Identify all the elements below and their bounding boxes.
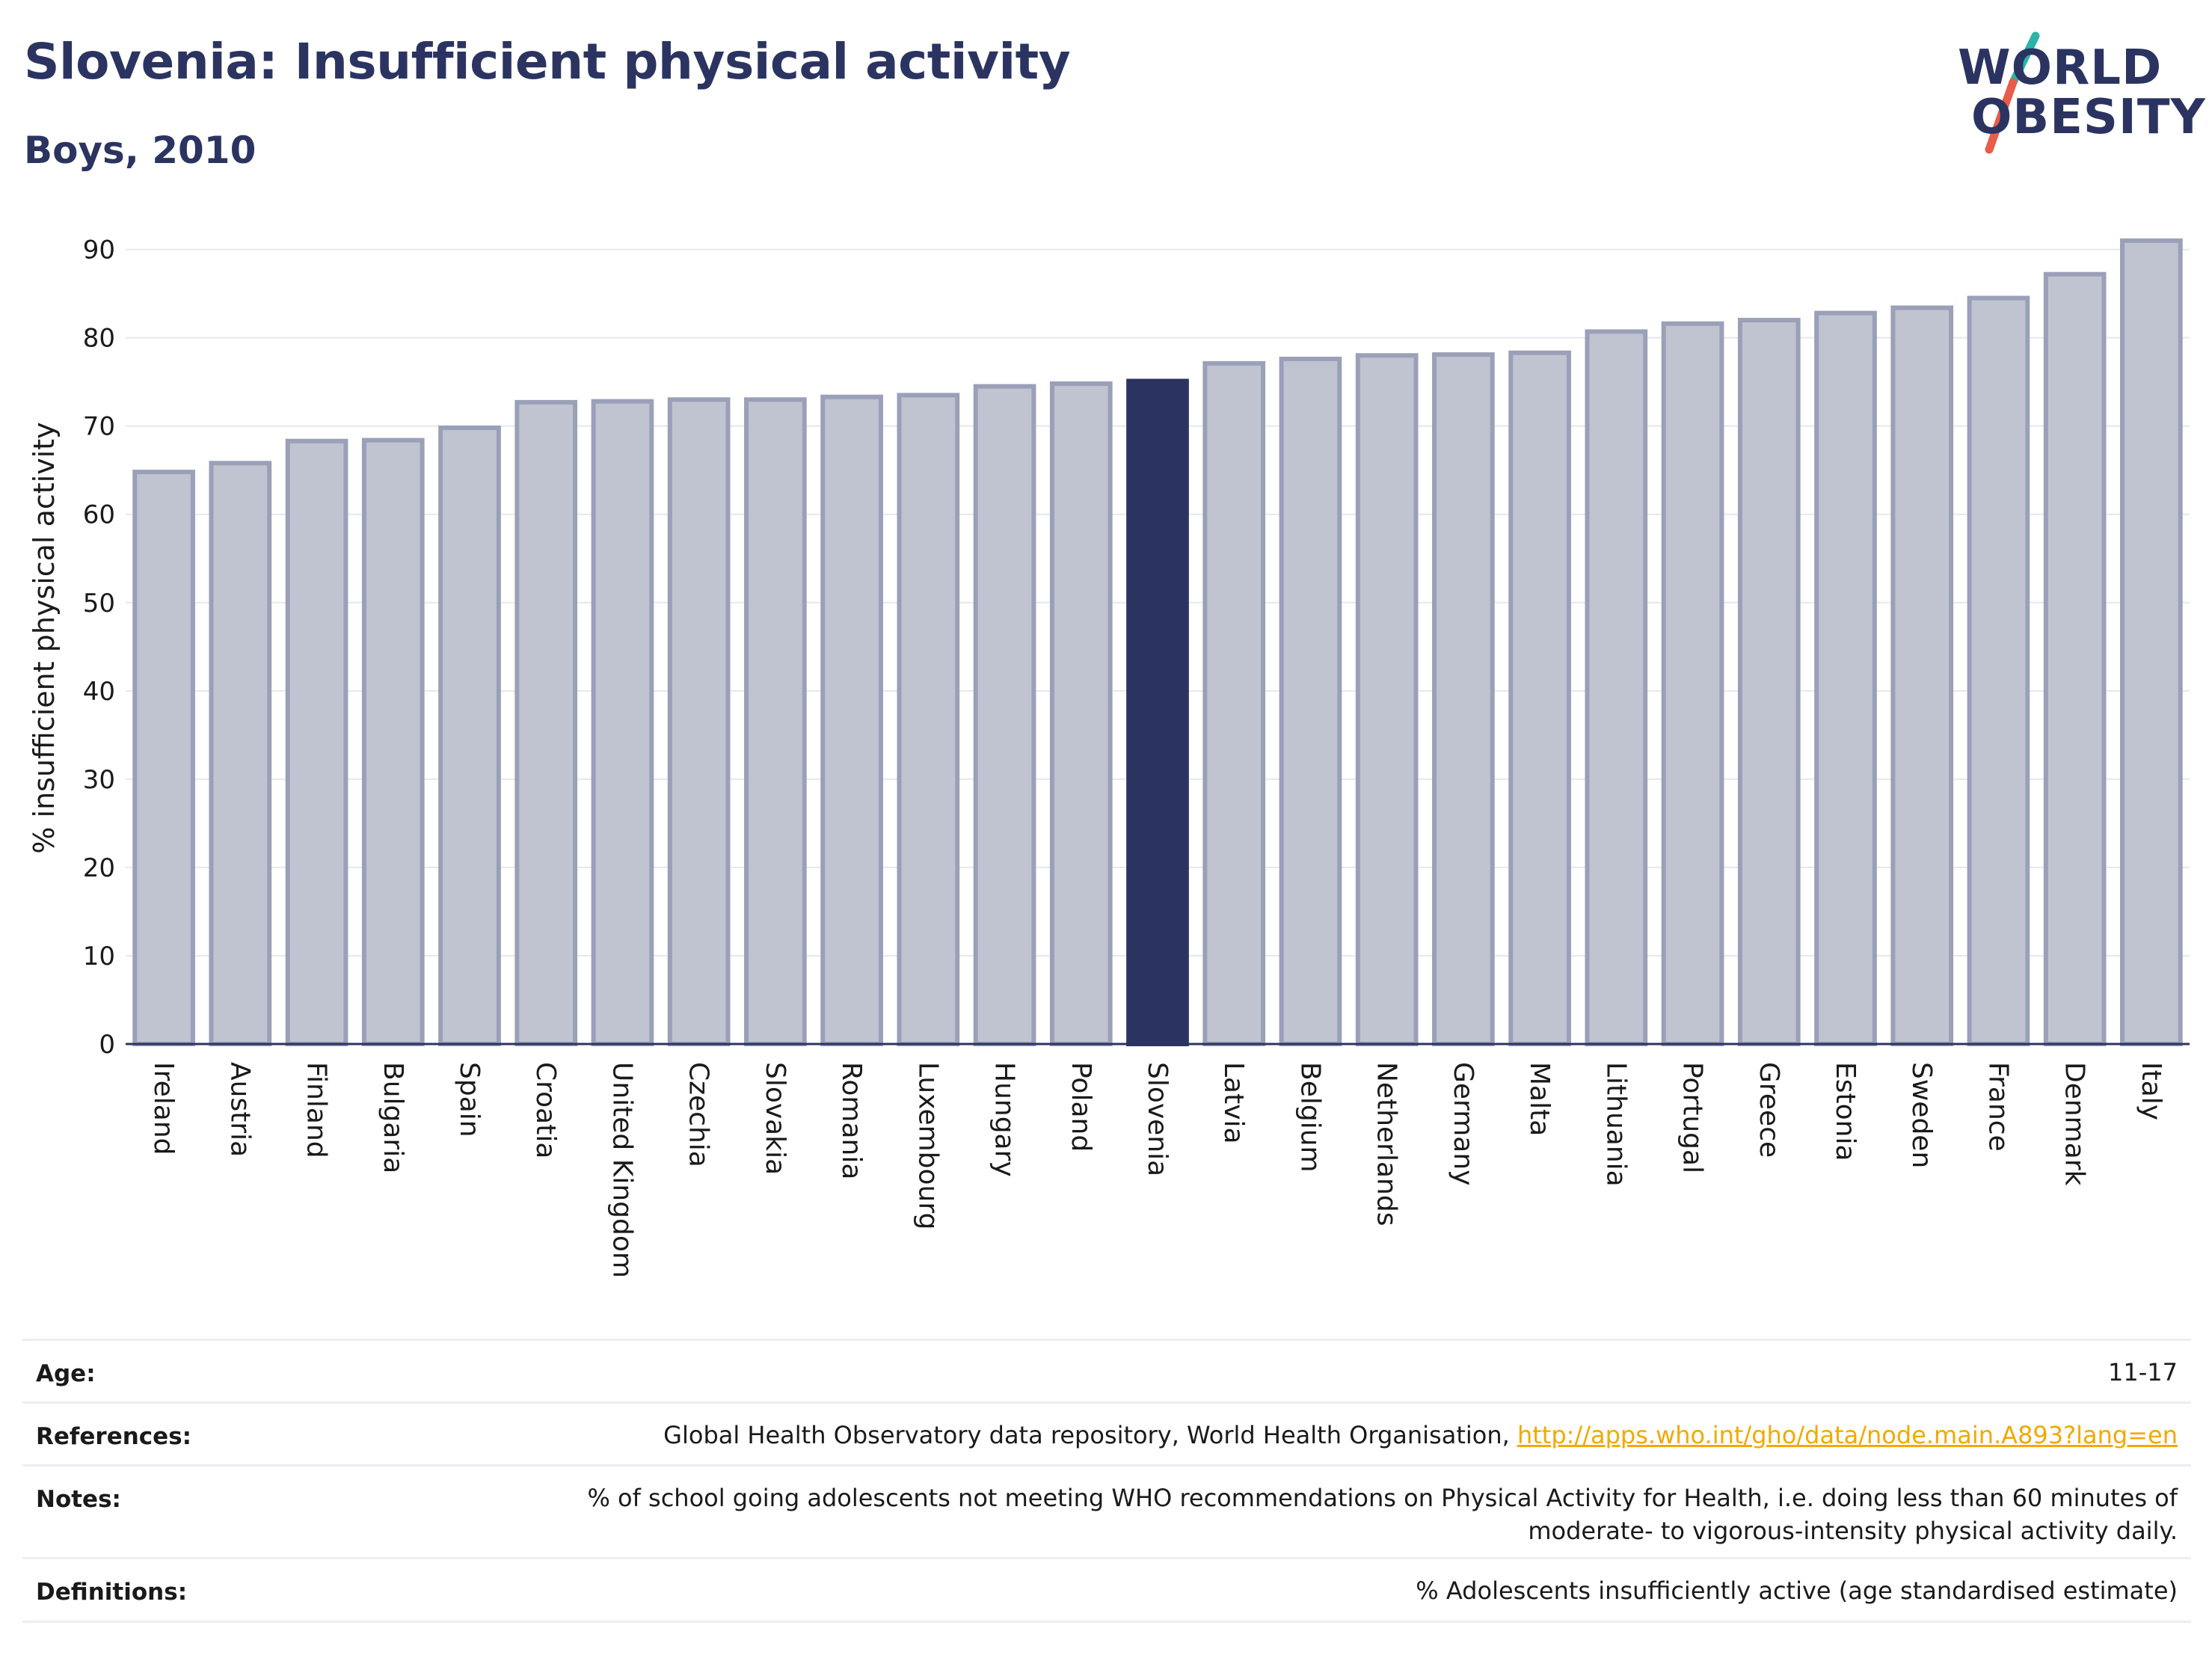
x-tick-label: Estonia <box>1830 1062 1861 1161</box>
y-tick-label: 60 <box>83 500 115 530</box>
y-tick-label: 10 <box>83 942 115 971</box>
x-tick-label: Austria <box>224 1062 255 1157</box>
y-tick-label: 20 <box>83 853 115 883</box>
x-tick-label: Greece <box>1754 1062 1784 1158</box>
x-tick-label: Lithuania <box>1600 1062 1631 1187</box>
notes-line-2: moderate- to vigorous-intensity physical… <box>1528 1517 2178 1545</box>
x-tick-label: Italy <box>2136 1062 2166 1120</box>
bar <box>1432 352 1495 1046</box>
x-tick-label: Sweden <box>1906 1062 1937 1168</box>
bar <box>132 470 195 1046</box>
bar <box>2043 271 2107 1046</box>
notes-line-1: % of school going adolescents not meetin… <box>587 1484 2178 1512</box>
bar <box>1126 378 1189 1046</box>
bar <box>1737 318 1801 1047</box>
info-row-age: Age: 11-17 <box>22 1339 2191 1404</box>
x-tick-label: Czechia <box>683 1062 714 1167</box>
y-tick-label: 40 <box>83 677 115 707</box>
definitions-label: Definitions: <box>36 1579 188 1606</box>
x-tick-label: Ireland <box>148 1062 179 1155</box>
info-row-definitions: Definitions: % Adolescents insufficientl… <box>22 1557 2191 1623</box>
bar <box>897 393 960 1046</box>
y-axis-label: % insufficient physical activity <box>28 422 61 853</box>
bar <box>361 437 425 1047</box>
bar <box>820 394 883 1046</box>
age-value: 11-17 <box>2108 1358 2178 1387</box>
bar <box>438 426 501 1046</box>
bar <box>591 399 654 1046</box>
chart-title: Slovenia: Insufficient physical activity <box>24 33 1071 90</box>
y-tick-label: 30 <box>83 765 115 795</box>
x-tick-label: United Kingdom <box>606 1062 637 1278</box>
y-tick-label: 50 <box>83 589 115 618</box>
logo-line-2: OBESITY <box>1971 90 2206 145</box>
x-tick-label: Bulgaria <box>378 1062 408 1173</box>
bar <box>1202 360 1266 1047</box>
info-row-notes: Notes: % of school going adolescents not… <box>22 1464 2191 1559</box>
logo-slash-icon <box>1985 31 2040 154</box>
references-value: Global Health Observatory data repositor… <box>663 1419 2178 1452</box>
world-obesity-logo: WORLD OBESITY <box>1952 21 2205 156</box>
x-tick-label: Malta <box>1524 1062 1555 1136</box>
references-link[interactable]: http://apps.who.int/gho/data/node.main.A… <box>1517 1421 2178 1449</box>
info-row-references: References: Global Health Observatory da… <box>22 1401 2191 1467</box>
bar <box>514 399 578 1046</box>
bar <box>973 384 1036 1046</box>
x-tick-label: Spain <box>454 1062 485 1137</box>
bar-chart: 0 10 20 30 40 50 60 70 80 90 % insufficient physic… <box>28 236 2190 1278</box>
x-tick-label: Luxembourg <box>912 1062 943 1229</box>
x-tick-label: Romania <box>836 1062 867 1179</box>
bar <box>285 438 348 1046</box>
x-tick-label: France <box>1982 1062 2013 1152</box>
bar <box>1049 381 1113 1046</box>
x-tick-label: Germany <box>1448 1062 1478 1185</box>
x-tick-label: Hungary <box>989 1062 1020 1177</box>
bar <box>1967 295 2030 1047</box>
x-tick-label: Latvia <box>1218 1062 1249 1144</box>
x-tick-label: Slovakia <box>760 1062 790 1175</box>
bar <box>1355 353 1419 1046</box>
y-tick-label: 0 <box>99 1030 115 1060</box>
references-label: References: <box>36 1423 192 1450</box>
bar <box>2120 238 2183 1047</box>
x-tick-label: Portugal <box>1677 1062 1708 1173</box>
bar <box>1585 329 1648 1046</box>
chart-subtitle: Boys, 2010 <box>24 129 256 172</box>
references-text: Global Health Observatory data repositor… <box>663 1421 1517 1449</box>
age-label: Age: <box>36 1360 96 1387</box>
bar <box>667 397 731 1047</box>
bar <box>209 461 272 1046</box>
bar <box>1814 310 1877 1047</box>
bar <box>1661 321 1724 1047</box>
y-tick-label: 90 <box>83 236 115 265</box>
x-tick-label: Belgium <box>1294 1062 1325 1173</box>
bar <box>1508 350 1571 1047</box>
y-tick-label: 70 <box>83 412 115 442</box>
logo-line-1: WORLD <box>1958 40 2163 96</box>
bar <box>1890 305 1954 1046</box>
notes-value: % of school going adolescents not meetin… <box>587 1481 2178 1547</box>
x-tick-label: Netherlands <box>1371 1062 1402 1226</box>
x-tick-label: Croatia <box>530 1062 561 1158</box>
x-tick-label: Denmark <box>2059 1062 2090 1186</box>
definitions-value: % Adolescents insufficiently active (age… <box>1416 1576 2178 1605</box>
bar <box>1279 356 1342 1046</box>
notes-label: Notes: <box>36 1486 121 1513</box>
x-tick-label: Poland <box>1066 1062 1096 1152</box>
x-tick-label: Slovenia <box>1142 1062 1173 1176</box>
x-tick-label: Finland <box>301 1062 332 1158</box>
bar <box>744 397 807 1047</box>
y-tick-label: 80 <box>83 324 115 354</box>
